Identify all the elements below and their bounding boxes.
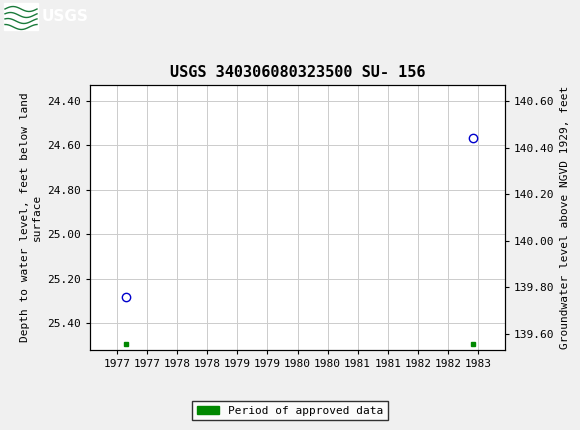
Y-axis label: Groundwater level above NGVD 1929, feet: Groundwater level above NGVD 1929, feet [560,86,570,349]
Title: USGS 340306080323500 SU- 156: USGS 340306080323500 SU- 156 [170,64,425,80]
Y-axis label: Depth to water level, feet below land
surface: Depth to water level, feet below land su… [20,92,42,342]
Text: USGS: USGS [42,9,89,24]
Bar [4,3,38,30]
Legend: Period of approved data: Period of approved data [193,401,387,420]
